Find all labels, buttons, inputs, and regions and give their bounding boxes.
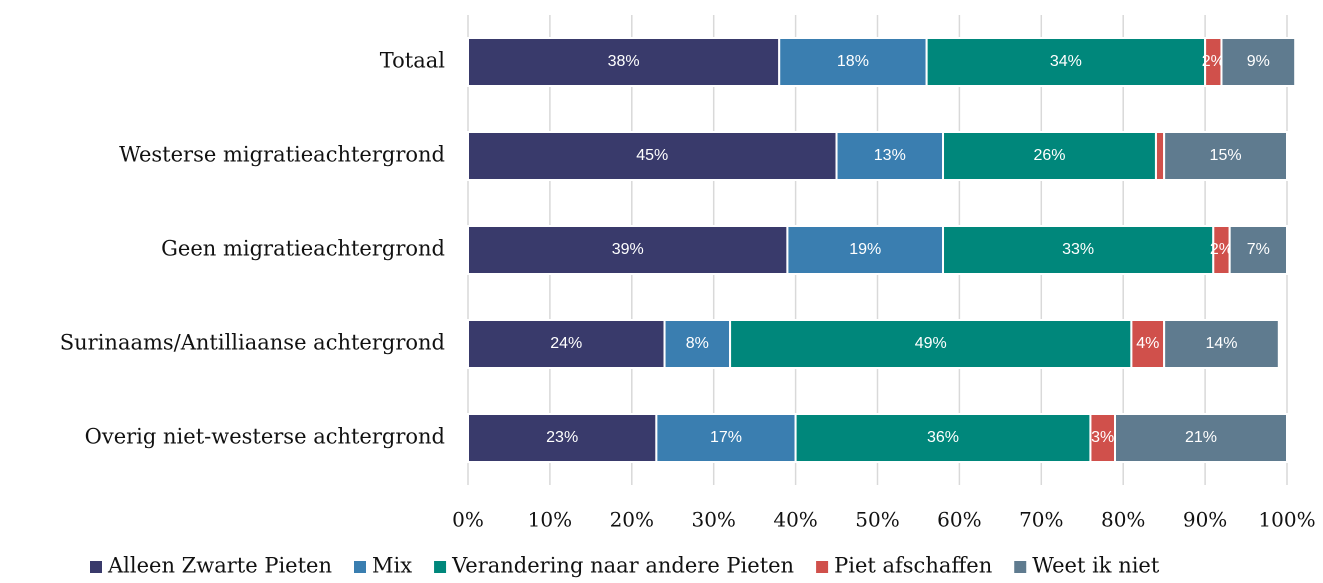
value-label: 36% xyxy=(927,429,959,446)
legend-label: Weet ik niet xyxy=(1032,554,1160,578)
legend-swatch xyxy=(90,561,102,573)
x-tick-label: 10% xyxy=(528,508,572,532)
value-label: 8% xyxy=(686,335,709,352)
bar-segment xyxy=(1089,413,1117,463)
legend-swatch xyxy=(816,561,829,573)
legend-swatch xyxy=(354,561,366,573)
x-tick-label: 30% xyxy=(691,508,735,532)
value-label: 26% xyxy=(1033,147,1065,164)
value-label: 24% xyxy=(550,335,582,352)
bar-segment xyxy=(655,413,797,463)
value-label: 34% xyxy=(1050,53,1082,70)
value-label: 14% xyxy=(1205,335,1237,352)
bar-segment xyxy=(942,225,1215,275)
value-label: 33% xyxy=(1062,241,1094,258)
x-tick-label: 40% xyxy=(773,508,817,532)
y-tick-label: Westerse migratieachtergrond xyxy=(119,143,445,167)
bar-segment xyxy=(794,413,1092,463)
y-tick-label: Overig niet-westerse achtergrond xyxy=(85,425,445,449)
value-label: 2% xyxy=(1210,241,1233,258)
x-tick-label: 90% xyxy=(1183,508,1227,532)
legend-label: Piet afschaffen xyxy=(834,554,992,578)
legend-label: Verandering naar andere Pieten xyxy=(451,554,794,578)
bar-segment xyxy=(1220,37,1297,87)
y-tick-label: Geen migratieachtergrond xyxy=(161,237,445,261)
x-tick-label: 0% xyxy=(452,508,484,532)
value-label: 2% xyxy=(1202,53,1225,70)
x-tick-label: 70% xyxy=(1019,508,1063,532)
value-label: 7% xyxy=(1247,241,1270,258)
value-label: 15% xyxy=(1210,147,1242,164)
legend-swatch xyxy=(1014,561,1027,573)
bar-segment xyxy=(729,319,1133,369)
value-label: 23% xyxy=(546,429,578,446)
value-label: 4% xyxy=(1136,335,1159,352)
value-label: 49% xyxy=(915,335,947,352)
bar-segment xyxy=(1163,131,1289,181)
bar-segment xyxy=(663,319,732,369)
value-label: 38% xyxy=(608,53,640,70)
bar-segment xyxy=(467,225,789,275)
value-label: 9% xyxy=(1247,53,1270,70)
x-tick-label: 60% xyxy=(937,508,981,532)
x-tick-label: 80% xyxy=(1101,508,1145,532)
y-tick-label: Surinaams/Antilliaanse achtergrond xyxy=(60,331,445,355)
bar-segment xyxy=(467,37,781,87)
value-label: 17% xyxy=(710,429,742,446)
value-label: 39% xyxy=(612,241,644,258)
legend-swatch xyxy=(434,561,447,573)
legend-label: Alleen Zwarte Pieten xyxy=(107,554,332,578)
x-tick-label: 50% xyxy=(855,508,899,532)
x-tick-label: 20% xyxy=(610,508,654,532)
value-label: 19% xyxy=(849,241,881,258)
value-label: 45% xyxy=(636,147,668,164)
bar-segment xyxy=(467,413,658,463)
legend-label: Mix xyxy=(372,554,412,578)
bar-segment xyxy=(1114,413,1289,463)
bar-segment xyxy=(1228,225,1289,275)
value-label: 18% xyxy=(837,53,869,70)
x-tick-label: 100% xyxy=(1258,508,1315,532)
bar-segment xyxy=(942,131,1157,181)
bar-segment xyxy=(1154,131,1166,181)
bar-segment xyxy=(467,319,666,369)
value-label: 13% xyxy=(874,147,906,164)
bar-segment xyxy=(1163,319,1280,369)
y-tick-label: Totaal xyxy=(380,49,445,73)
value-label: 21% xyxy=(1185,429,1217,446)
value-label: 3% xyxy=(1091,429,1114,446)
bar-segment xyxy=(778,37,928,87)
